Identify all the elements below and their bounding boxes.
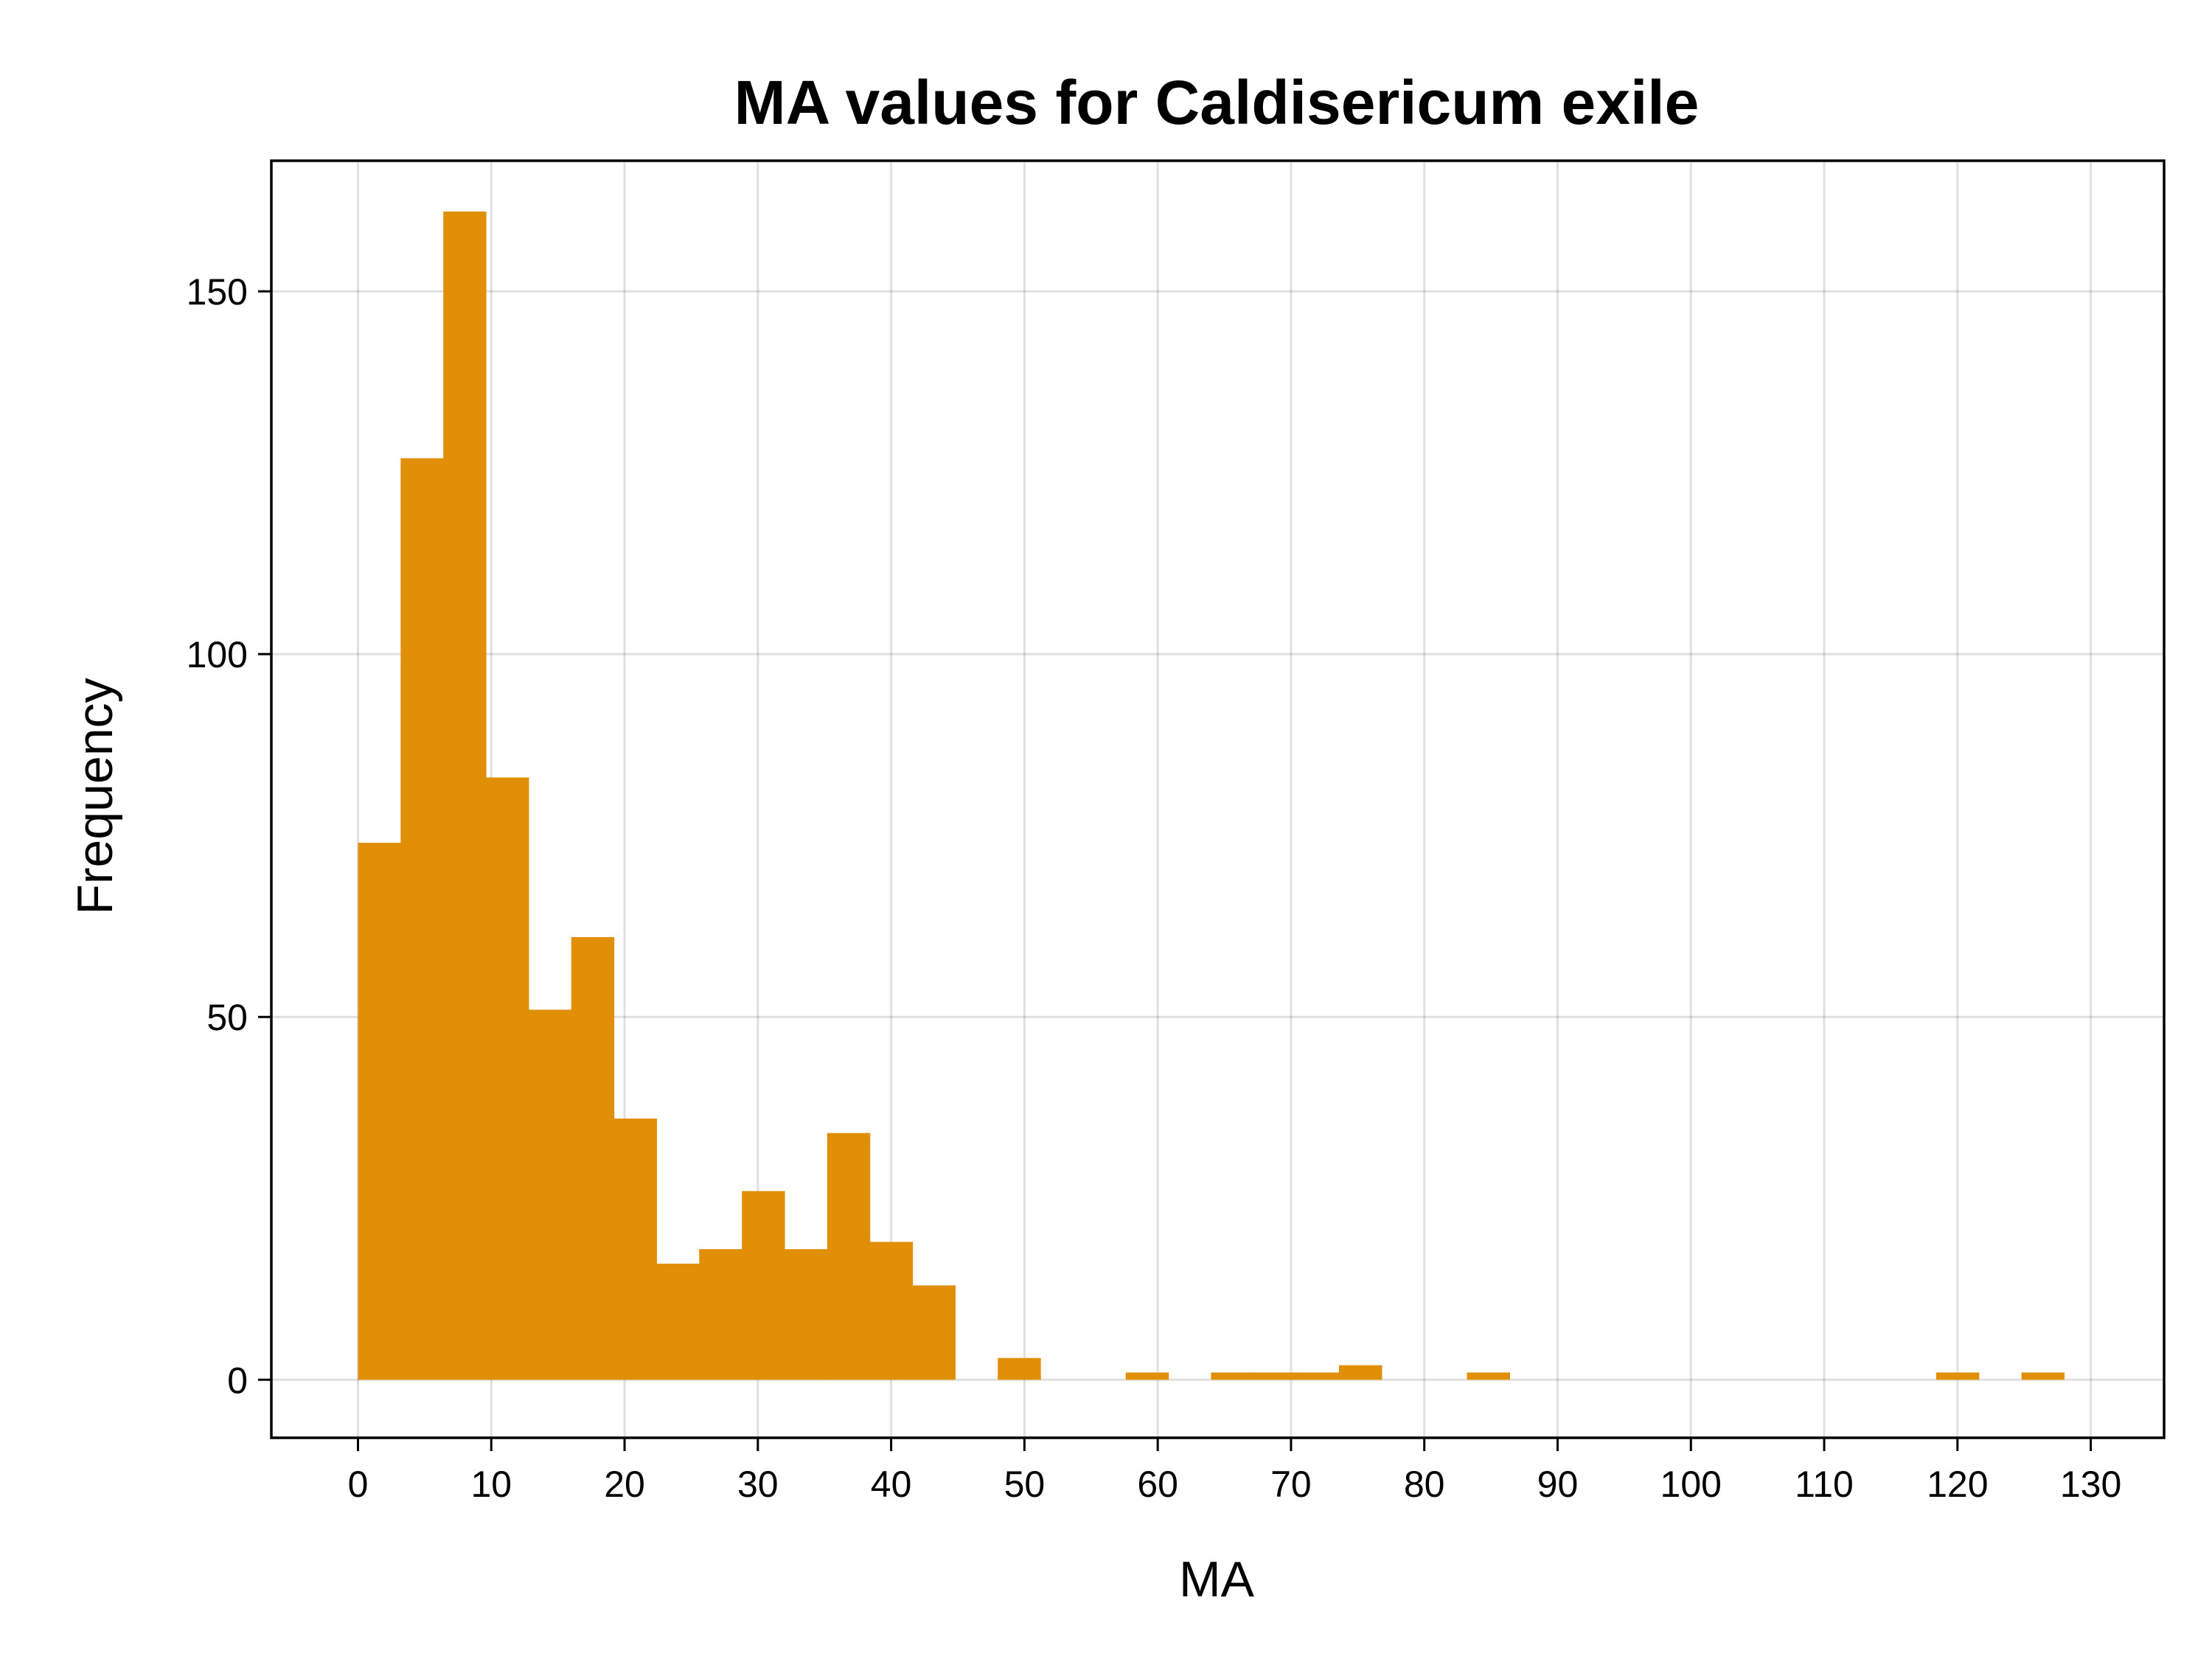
histogram-bar (784, 1249, 828, 1380)
x-tick-label: 130 (2060, 1464, 2121, 1505)
histogram-bar (1211, 1372, 1254, 1380)
histogram-bar (400, 458, 444, 1380)
grid-lines (271, 161, 2164, 1438)
histogram-bar (656, 1263, 700, 1380)
x-tick-label: 100 (1660, 1464, 1722, 1505)
x-axis-label: MA (1179, 1551, 1255, 1607)
histogram-bar (742, 1191, 785, 1380)
x-tick-label: 0 (348, 1464, 369, 1505)
x-tick-label: 80 (1404, 1464, 1445, 1505)
histogram-bar (1935, 1372, 1980, 1380)
histogram-bar (571, 936, 615, 1380)
x-tick-label: 120 (1927, 1464, 1988, 1505)
histogram-bar (827, 1133, 871, 1380)
x-tick-label: 110 (1795, 1464, 1854, 1505)
x-tick-label: 30 (737, 1464, 779, 1505)
histogram-bar (2021, 1372, 2065, 1380)
x-tick-label: 40 (871, 1464, 912, 1505)
histogram-bar (1467, 1372, 1510, 1380)
histogram-bars (358, 211, 2065, 1380)
histogram-bar (869, 1242, 914, 1380)
histogram-bar (912, 1285, 956, 1380)
y-tick-label: 50 (206, 997, 248, 1038)
y-tick-label: 150 (187, 271, 248, 313)
y-axis-label: Frequency (67, 678, 123, 914)
x-tick-label: 70 (1270, 1464, 1312, 1505)
x-tick-label: 60 (1137, 1464, 1178, 1505)
chart-title: MA values for Caldisericum exile (734, 68, 1700, 137)
histogram-bar (486, 777, 529, 1380)
histogram-bar (613, 1119, 658, 1380)
histogram-bar (1125, 1372, 1169, 1380)
plot-frame (270, 159, 2166, 1439)
histogram-bar (1296, 1372, 1340, 1380)
x-axis-ticks: 0 10 20 30 40 50 60 70 80 90 100 110 120 130 (348, 1438, 2121, 1505)
histogram-bar (443, 211, 487, 1380)
histogram-bar (358, 843, 401, 1380)
histogram-bar (699, 1249, 742, 1380)
histogram-bar (1253, 1372, 1297, 1380)
x-tick-label: 20 (604, 1464, 645, 1505)
y-tick-label: 100 (187, 634, 248, 675)
y-tick-label: 0 (227, 1360, 248, 1401)
histogram-bar (998, 1357, 1041, 1380)
y-axis-ticks: 0 50 100 150 (187, 271, 271, 1401)
histogram-bar (528, 1009, 572, 1380)
x-tick-label: 90 (1537, 1464, 1579, 1505)
x-tick-label: 50 (1004, 1464, 1046, 1505)
x-tick-label: 10 (470, 1464, 512, 1505)
histogram-bar (1339, 1365, 1382, 1380)
